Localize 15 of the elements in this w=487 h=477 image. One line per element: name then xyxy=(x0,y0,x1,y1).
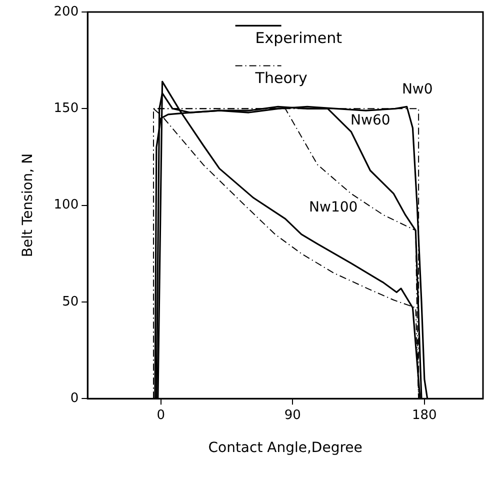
legend-label: Theory xyxy=(254,69,308,88)
y-tick-label: 200 xyxy=(54,4,79,20)
legend-label: Experiment xyxy=(255,29,342,48)
x-tick-label: 90 xyxy=(284,408,301,423)
x-tick-label: 0 xyxy=(156,408,165,423)
y-tick-label: 100 xyxy=(54,198,79,213)
x-tick-label: 180 xyxy=(412,408,437,423)
y-tick-label: 150 xyxy=(54,101,79,116)
y-tick-label: 0 xyxy=(70,390,79,406)
y-tick-label: 50 xyxy=(62,294,79,310)
annotation: Nw60 xyxy=(350,112,390,129)
annotation: Nw100 xyxy=(309,200,358,216)
y-axis-title: Belt Tension, N xyxy=(20,153,36,258)
annotation: Nw0 xyxy=(402,82,433,98)
x-axis-title: Contact Angle,Degree xyxy=(208,440,362,456)
